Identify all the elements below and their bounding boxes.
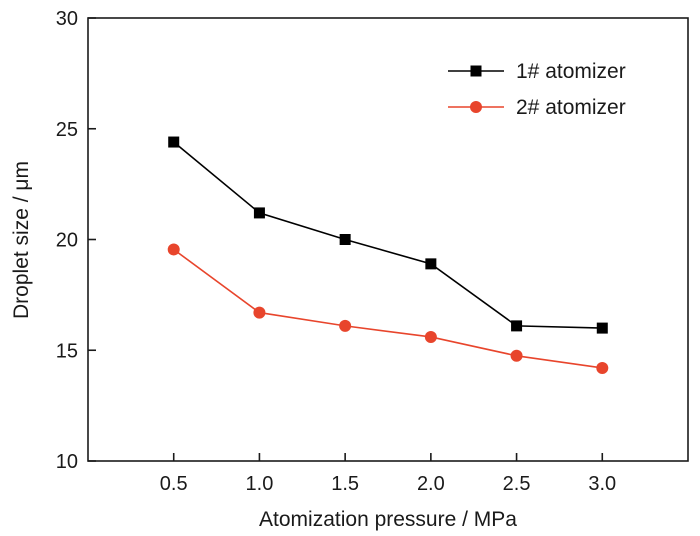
data-point-square [425,258,437,270]
x-axis-title: Atomization pressure / MPa [259,508,517,531]
data-point-circle [596,361,609,374]
x-tick-label: 1.0 [246,473,274,495]
data-point-square [511,320,523,332]
x-tick-label: 3.0 [588,473,616,495]
data-point-circle [339,319,352,332]
y-tick-label: 30 [56,8,78,30]
data-point-square [596,322,608,334]
legend-item-2: 2# atomizer [448,96,626,119]
data-point-circle [167,243,180,256]
x-tick-label: 0.5 [160,473,188,495]
y-tick-label: 15 [56,340,78,362]
y-tick-label: 20 [56,230,78,252]
legend-item-1: 1# atomizer [448,60,626,83]
y-axis: 10 15 20 25 30 [56,8,96,473]
x-tick-label: 2.0 [417,473,445,495]
data-point-circle [510,349,523,362]
series-layer [167,136,609,374]
legend-label-2: 2# atomizer [516,96,626,119]
y-axis-title: Droplet size / μm [10,161,33,319]
legend: 1# atomizer 2# atomizer [448,60,626,119]
data-point-square [339,234,351,245]
legend-square-marker [470,65,482,77]
x-tick-label: 1.5 [331,473,359,495]
y-tick-label: 25 [56,119,78,141]
x-tick-label: 2.5 [503,473,531,495]
data-point-circle [253,306,266,319]
legend-circle-marker [470,101,482,113]
series-line [173,248,603,369]
x-axis: 0.5 1.0 1.5 2.0 2.5 3.0 [160,453,616,495]
plot-frame [87,17,689,462]
y-tick-label: 10 [56,451,78,473]
legend-label-1: 1# atomizer [516,60,626,83]
series-2 [167,243,609,374]
data-point-circle [424,330,437,343]
series-1 [168,136,608,334]
series-line [173,141,603,329]
data-point-square [253,207,265,219]
data-point-square [168,136,180,148]
